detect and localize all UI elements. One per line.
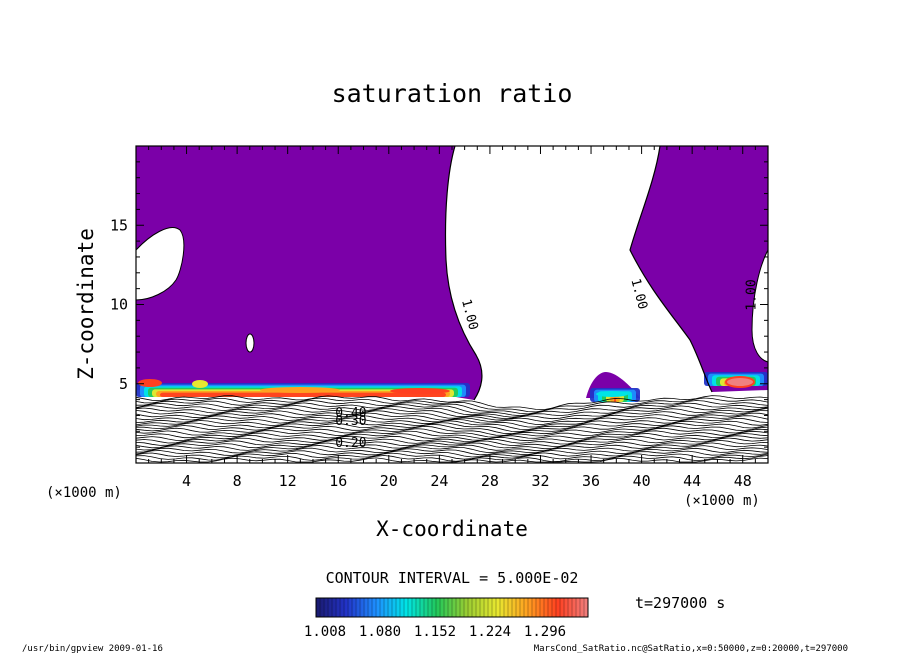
contour-line: [136, 395, 768, 411]
colorbar-tick-labels: 1.008 1.080 1.152 1.224 1.296: [304, 624, 566, 640]
contour-line: [136, 439, 768, 450]
x-tick-label: 44: [683, 472, 701, 490]
supersaturation-hotspot: [260, 387, 340, 393]
x-tick-label: 4: [182, 472, 191, 490]
contour-line: [136, 445, 768, 454]
saturated-region: [136, 146, 768, 400]
x-axis-units-right: (×1000 m): [684, 493, 760, 509]
y-tick-label: 5: [119, 375, 128, 393]
contour-line: [136, 410, 768, 423]
y-tick-label: 15: [110, 216, 128, 234]
x-axis-label: X-coordinate: [376, 517, 528, 541]
y-axis-label: Z-coordinate: [74, 228, 98, 380]
contour-line: [136, 420, 768, 433]
x-tick-label: 16: [329, 472, 347, 490]
contour-lines: [136, 395, 768, 463]
x-axis-ticks: 4 8 12 16 20 24 28 32 36 40 44 48: [135, 146, 769, 490]
contour-interval: CONTOUR INTERVAL = 5.000E-02: [326, 569, 579, 587]
contour-line: [136, 437, 768, 447]
contour-label: 0.40: [335, 406, 366, 421]
x-tick-label: 36: [582, 472, 600, 490]
colorbar-tick-label: 1.152: [414, 624, 456, 640]
colorbar-tick-label: 1.008: [304, 624, 346, 640]
unsaturated-pocket: [751, 249, 768, 363]
contour-line: [136, 407, 768, 420]
x-tick-label: 24: [430, 472, 448, 490]
colorbar-tick-label: 1.080: [359, 624, 401, 640]
contour-line: [136, 402, 768, 417]
contour-line: [136, 400, 768, 415]
contour-label: 0.20: [335, 436, 366, 451]
contour-line: [136, 450, 768, 458]
unsaturated-pocket: [136, 227, 185, 301]
x-tick-label: 32: [531, 472, 549, 490]
plot-area: [136, 146, 768, 463]
contour-line: [136, 412, 768, 425]
supersaturation-layer: [136, 372, 768, 402]
contour-line: [136, 442, 768, 452]
x-tick-label: 28: [481, 472, 499, 490]
supersaturation-hotspot: [390, 388, 450, 394]
contour-label: 0.30: [335, 414, 366, 429]
colorbar-tick-label: 1.224: [469, 624, 511, 640]
x-tick-label: 20: [380, 472, 398, 490]
colorbar-stripes: [319, 598, 585, 617]
contour-line: [136, 415, 768, 428]
contour-line: [136, 447, 768, 456]
time-label: t=297000 s: [635, 594, 725, 612]
contour-line: [136, 452, 768, 460]
colorbar-tick-label: 1.296: [524, 624, 566, 640]
x-tick-label: 12: [279, 472, 297, 490]
supersaturation-hotspot: [596, 391, 628, 397]
footer-right: MarsCond_SatRatio.nc@SatRatio,x=0:50000,…: [534, 644, 848, 654]
supersaturation-hotspot: [192, 380, 208, 388]
contour-line: [136, 425, 768, 436]
footer-left: /usr/bin/gpview 2009-01-16: [22, 644, 163, 654]
chart-title: saturation ratio: [332, 79, 573, 108]
contour-line: [136, 417, 768, 430]
contour-line: [136, 397, 768, 413]
supersaturation-hotspot: [725, 376, 755, 388]
contour-1.00-right: [629, 146, 713, 393]
y-tick-label: 10: [110, 296, 128, 314]
contour-line: [136, 422, 768, 435]
contour-line: [136, 432, 768, 442]
contour-1.00-left: [444, 146, 483, 401]
supersaturation-hotspot: [138, 379, 162, 387]
contour-line: [136, 405, 768, 418]
contour-line: [136, 435, 768, 445]
contour-labels: 1.001.00 1.000.400.300.20: [335, 277, 759, 451]
unsaturated-pocket: [245, 333, 255, 353]
x-tick-label: 40: [633, 472, 651, 490]
contour-line: [136, 430, 768, 440]
y-axis-ticks: 5 10 15: [110, 145, 768, 464]
contour-line: [136, 427, 768, 438]
x-tick-label: 48: [734, 472, 752, 490]
contour-label: 1.00: [744, 279, 759, 310]
x-tick-label: 8: [233, 472, 242, 490]
x-axis-units-left: (×1000 m): [46, 485, 122, 501]
